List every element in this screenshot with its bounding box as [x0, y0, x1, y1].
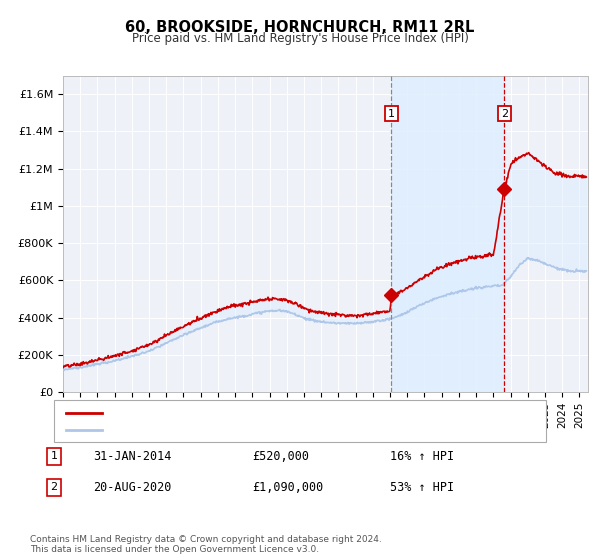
- Text: Contains HM Land Registry data © Crown copyright and database right 2024.
This d: Contains HM Land Registry data © Crown c…: [30, 535, 382, 554]
- Text: 60, BROOKSIDE, HORNCHURCH, RM11 2RL: 60, BROOKSIDE, HORNCHURCH, RM11 2RL: [125, 20, 475, 35]
- Text: 1: 1: [388, 109, 395, 119]
- Text: £1,090,000: £1,090,000: [252, 480, 323, 494]
- Text: 20-AUG-2020: 20-AUG-2020: [93, 480, 172, 494]
- Text: 31-JAN-2014: 31-JAN-2014: [93, 450, 172, 463]
- Text: Price paid vs. HM Land Registry's House Price Index (HPI): Price paid vs. HM Land Registry's House …: [131, 32, 469, 45]
- Text: 53% ↑ HPI: 53% ↑ HPI: [390, 480, 454, 494]
- Text: £520,000: £520,000: [252, 450, 309, 463]
- Text: 2: 2: [500, 109, 508, 119]
- Text: 60, BROOKSIDE, HORNCHURCH, RM11 2RL (detached house): 60, BROOKSIDE, HORNCHURCH, RM11 2RL (det…: [111, 408, 451, 418]
- Text: 2: 2: [50, 482, 58, 492]
- Text: 1: 1: [50, 451, 58, 461]
- Text: HPI: Average price, detached house, Havering: HPI: Average price, detached house, Have…: [111, 424, 368, 435]
- Text: 16% ↑ HPI: 16% ↑ HPI: [390, 450, 454, 463]
